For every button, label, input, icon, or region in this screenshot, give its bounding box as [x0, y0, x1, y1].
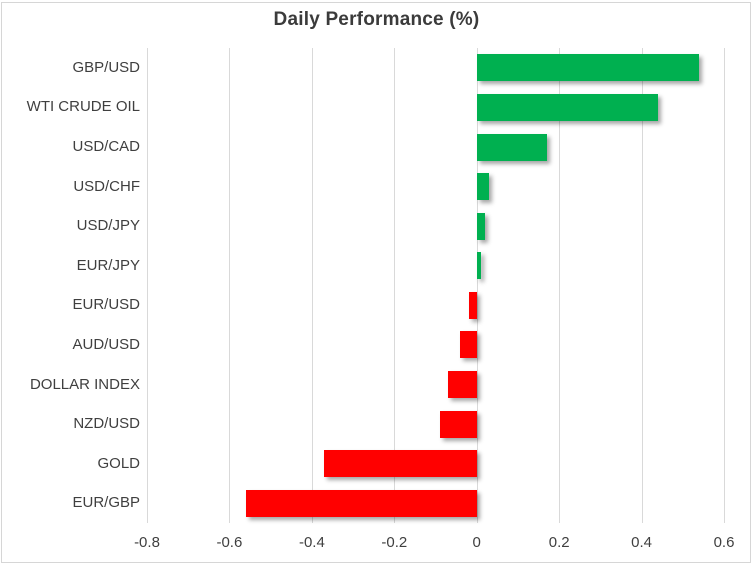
bar-usd-jpy [476, 212, 485, 240]
gridline [147, 48, 148, 523]
category-label-eur-usd: EUR/USD [72, 296, 140, 314]
category-label-dollar-index: DOLLAR INDEX [29, 375, 140, 393]
x-tick-label: 0.2 [548, 534, 570, 551]
gridline [311, 48, 313, 523]
category-label-eur-gbp: EUR/GBP [72, 494, 140, 512]
gridline [724, 48, 725, 523]
gridline [394, 48, 396, 523]
x-tick-label: -0.2 [381, 534, 408, 551]
plot-area [147, 48, 750, 523]
x-tick-label: -0.6 [216, 534, 243, 551]
bar-usd-chf [476, 173, 490, 200]
category-label-eur-jpy: EUR/JPY [76, 256, 140, 274]
bar-eur-usd [468, 291, 477, 319]
x-tick-label: -0.4 [298, 534, 325, 551]
gridline [559, 48, 561, 523]
category-label-nzd-usd: NZD/USD [73, 415, 140, 432]
bar-eur-jpy [476, 252, 481, 280]
gridline [641, 48, 643, 523]
bar-eur-gbp [245, 489, 477, 517]
bar-gbp-usd [476, 54, 700, 82]
bar-wti-crude-oil [476, 93, 659, 121]
category-label-usd-cad: USD/CAD [72, 138, 140, 155]
chart-title: Daily Performance (%) [273, 9, 480, 30]
category-label-gbp-usd: GBP/USD [72, 58, 140, 76]
category-label-usd-chf: USD/CHF [73, 177, 140, 195]
category-label-usd-jpy: USD/JPY [76, 217, 140, 235]
x-tick-label: -0.8 [134, 534, 160, 551]
category-label-aud-usd: AUD/USD [72, 335, 140, 353]
bar-gold [324, 450, 477, 478]
bar-dollar-index [447, 371, 477, 398]
x-tick-label: 0 [472, 534, 481, 551]
category-label-gold: GOLD [97, 454, 140, 472]
gridline [229, 48, 231, 523]
x-tick-label: 0.6 [713, 534, 735, 551]
category-label-wti-crude-oil: WTI CRUDE OIL [26, 98, 140, 116]
zero-axis-line [476, 48, 478, 523]
bar-nzd-usd [439, 410, 477, 438]
x-tick-label: 0.4 [631, 534, 653, 551]
bar-aud-usd [460, 331, 477, 359]
bar-usd-cad [476, 133, 547, 161]
